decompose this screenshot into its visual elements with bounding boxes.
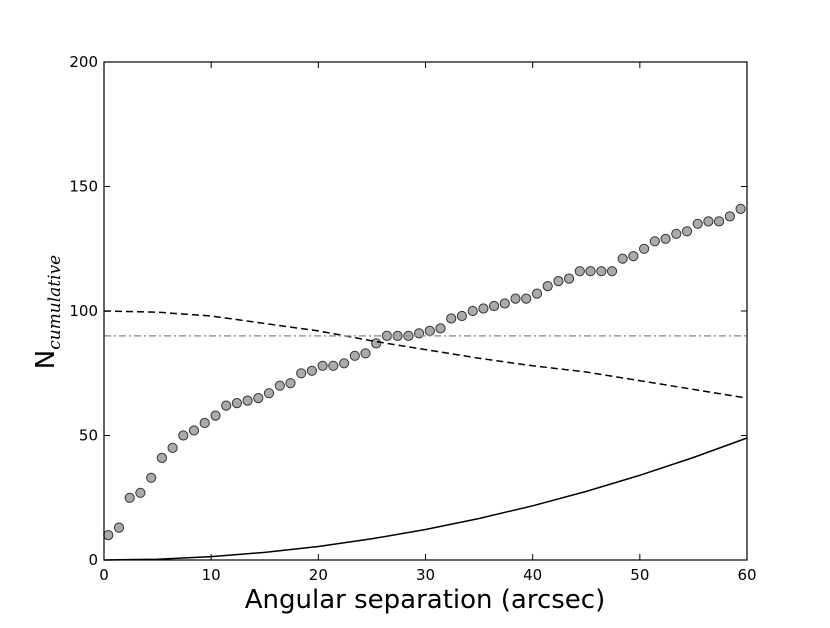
data-point (542, 281, 553, 292)
data-point (231, 398, 242, 409)
data-point (178, 430, 189, 441)
data-point (681, 226, 693, 237)
x-tick-label: 0 (99, 566, 109, 584)
data-point (510, 293, 521, 304)
series-layer (103, 203, 748, 561)
data-point (124, 492, 135, 503)
x-tick-label: 40 (523, 566, 542, 584)
data-point (596, 266, 607, 277)
data-point (199, 417, 210, 429)
x-tick-label: 60 (737, 566, 756, 584)
tick-layer: 0 10 20 30 40 50 60 0 50 100 150 200 (69, 53, 756, 584)
x-tick-label: 50 (630, 566, 649, 584)
dashed-series-line (103, 310, 748, 399)
data-point (499, 298, 510, 309)
data-point (456, 310, 467, 322)
data-point (113, 522, 125, 533)
data-point (606, 266, 618, 277)
data-point (285, 378, 296, 389)
data-point (649, 236, 660, 247)
y-tick-label: 50 (79, 427, 98, 445)
data-point (135, 487, 146, 498)
data-point (671, 228, 682, 239)
data-point (553, 276, 564, 287)
data-point (296, 368, 307, 379)
y-axis-label-subscript: cumulative (45, 255, 65, 350)
data-point (242, 395, 253, 406)
data-point (146, 472, 157, 483)
y-axis-label-main: N (31, 350, 61, 369)
data-point (339, 358, 350, 369)
data-point (424, 325, 435, 336)
data-point (317, 360, 328, 371)
data-point (435, 323, 446, 334)
data-point (467, 305, 478, 317)
data-point (703, 216, 714, 227)
x-tick-label: 30 (416, 566, 435, 584)
data-point (628, 251, 639, 262)
data-point (371, 338, 382, 349)
y-axis-label: Ncumulative (31, 255, 65, 370)
x-axis-label: Angular separation (arcsec) (245, 585, 606, 615)
data-point (478, 303, 489, 314)
data-point (188, 425, 200, 436)
data-point (531, 288, 543, 299)
x-tick-label: 10 (202, 566, 221, 584)
data-point (328, 360, 339, 371)
data-point (263, 388, 275, 399)
plot-frame (103, 61, 748, 561)
y-tick-label: 100 (69, 302, 98, 320)
data-point (692, 218, 703, 229)
y-tick-label: 150 (69, 178, 98, 196)
data-point (714, 216, 725, 227)
y-tick-label: 0 (88, 551, 98, 569)
data-point (274, 380, 285, 391)
data-point (617, 253, 628, 264)
data-point (167, 442, 178, 453)
data-point (724, 211, 736, 222)
x-tick-label: 20 (309, 566, 328, 584)
data-point (103, 530, 114, 541)
data-point (574, 266, 585, 277)
data-point (349, 350, 360, 361)
data-point (660, 233, 671, 244)
solid-series-line (103, 437, 748, 561)
data-point (360, 348, 371, 359)
data-point (253, 393, 264, 404)
data-point (306, 365, 317, 376)
data-point (735, 203, 746, 214)
data-point (221, 400, 232, 411)
data-point (564, 273, 575, 284)
data-point (639, 243, 650, 254)
data-point (489, 300, 500, 312)
y-tick-label: 200 (69, 53, 98, 71)
data-point (585, 266, 596, 277)
data-point (446, 313, 457, 324)
data-point (156, 452, 167, 463)
data-point (210, 410, 221, 421)
data-point (521, 293, 532, 304)
